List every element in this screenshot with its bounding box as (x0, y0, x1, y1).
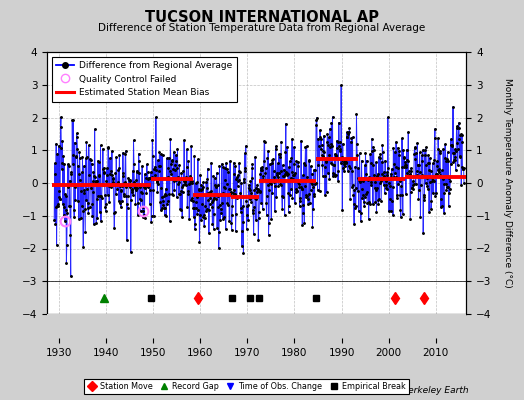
Text: Difference of Station Temperature Data from Regional Average: Difference of Station Temperature Data f… (99, 23, 425, 33)
Legend: Station Move, Record Gap, Time of Obs. Change, Empirical Break: Station Move, Record Gap, Time of Obs. C… (84, 378, 409, 394)
Text: TUCSON INTERNATIONAL AP: TUCSON INTERNATIONAL AP (145, 10, 379, 25)
Y-axis label: Monthly Temperature Anomaly Difference (°C): Monthly Temperature Anomaly Difference (… (503, 78, 511, 288)
Text: Berkeley Earth: Berkeley Earth (402, 386, 469, 395)
Legend: Difference from Regional Average, Quality Control Failed, Estimated Station Mean: Difference from Regional Average, Qualit… (52, 56, 236, 102)
